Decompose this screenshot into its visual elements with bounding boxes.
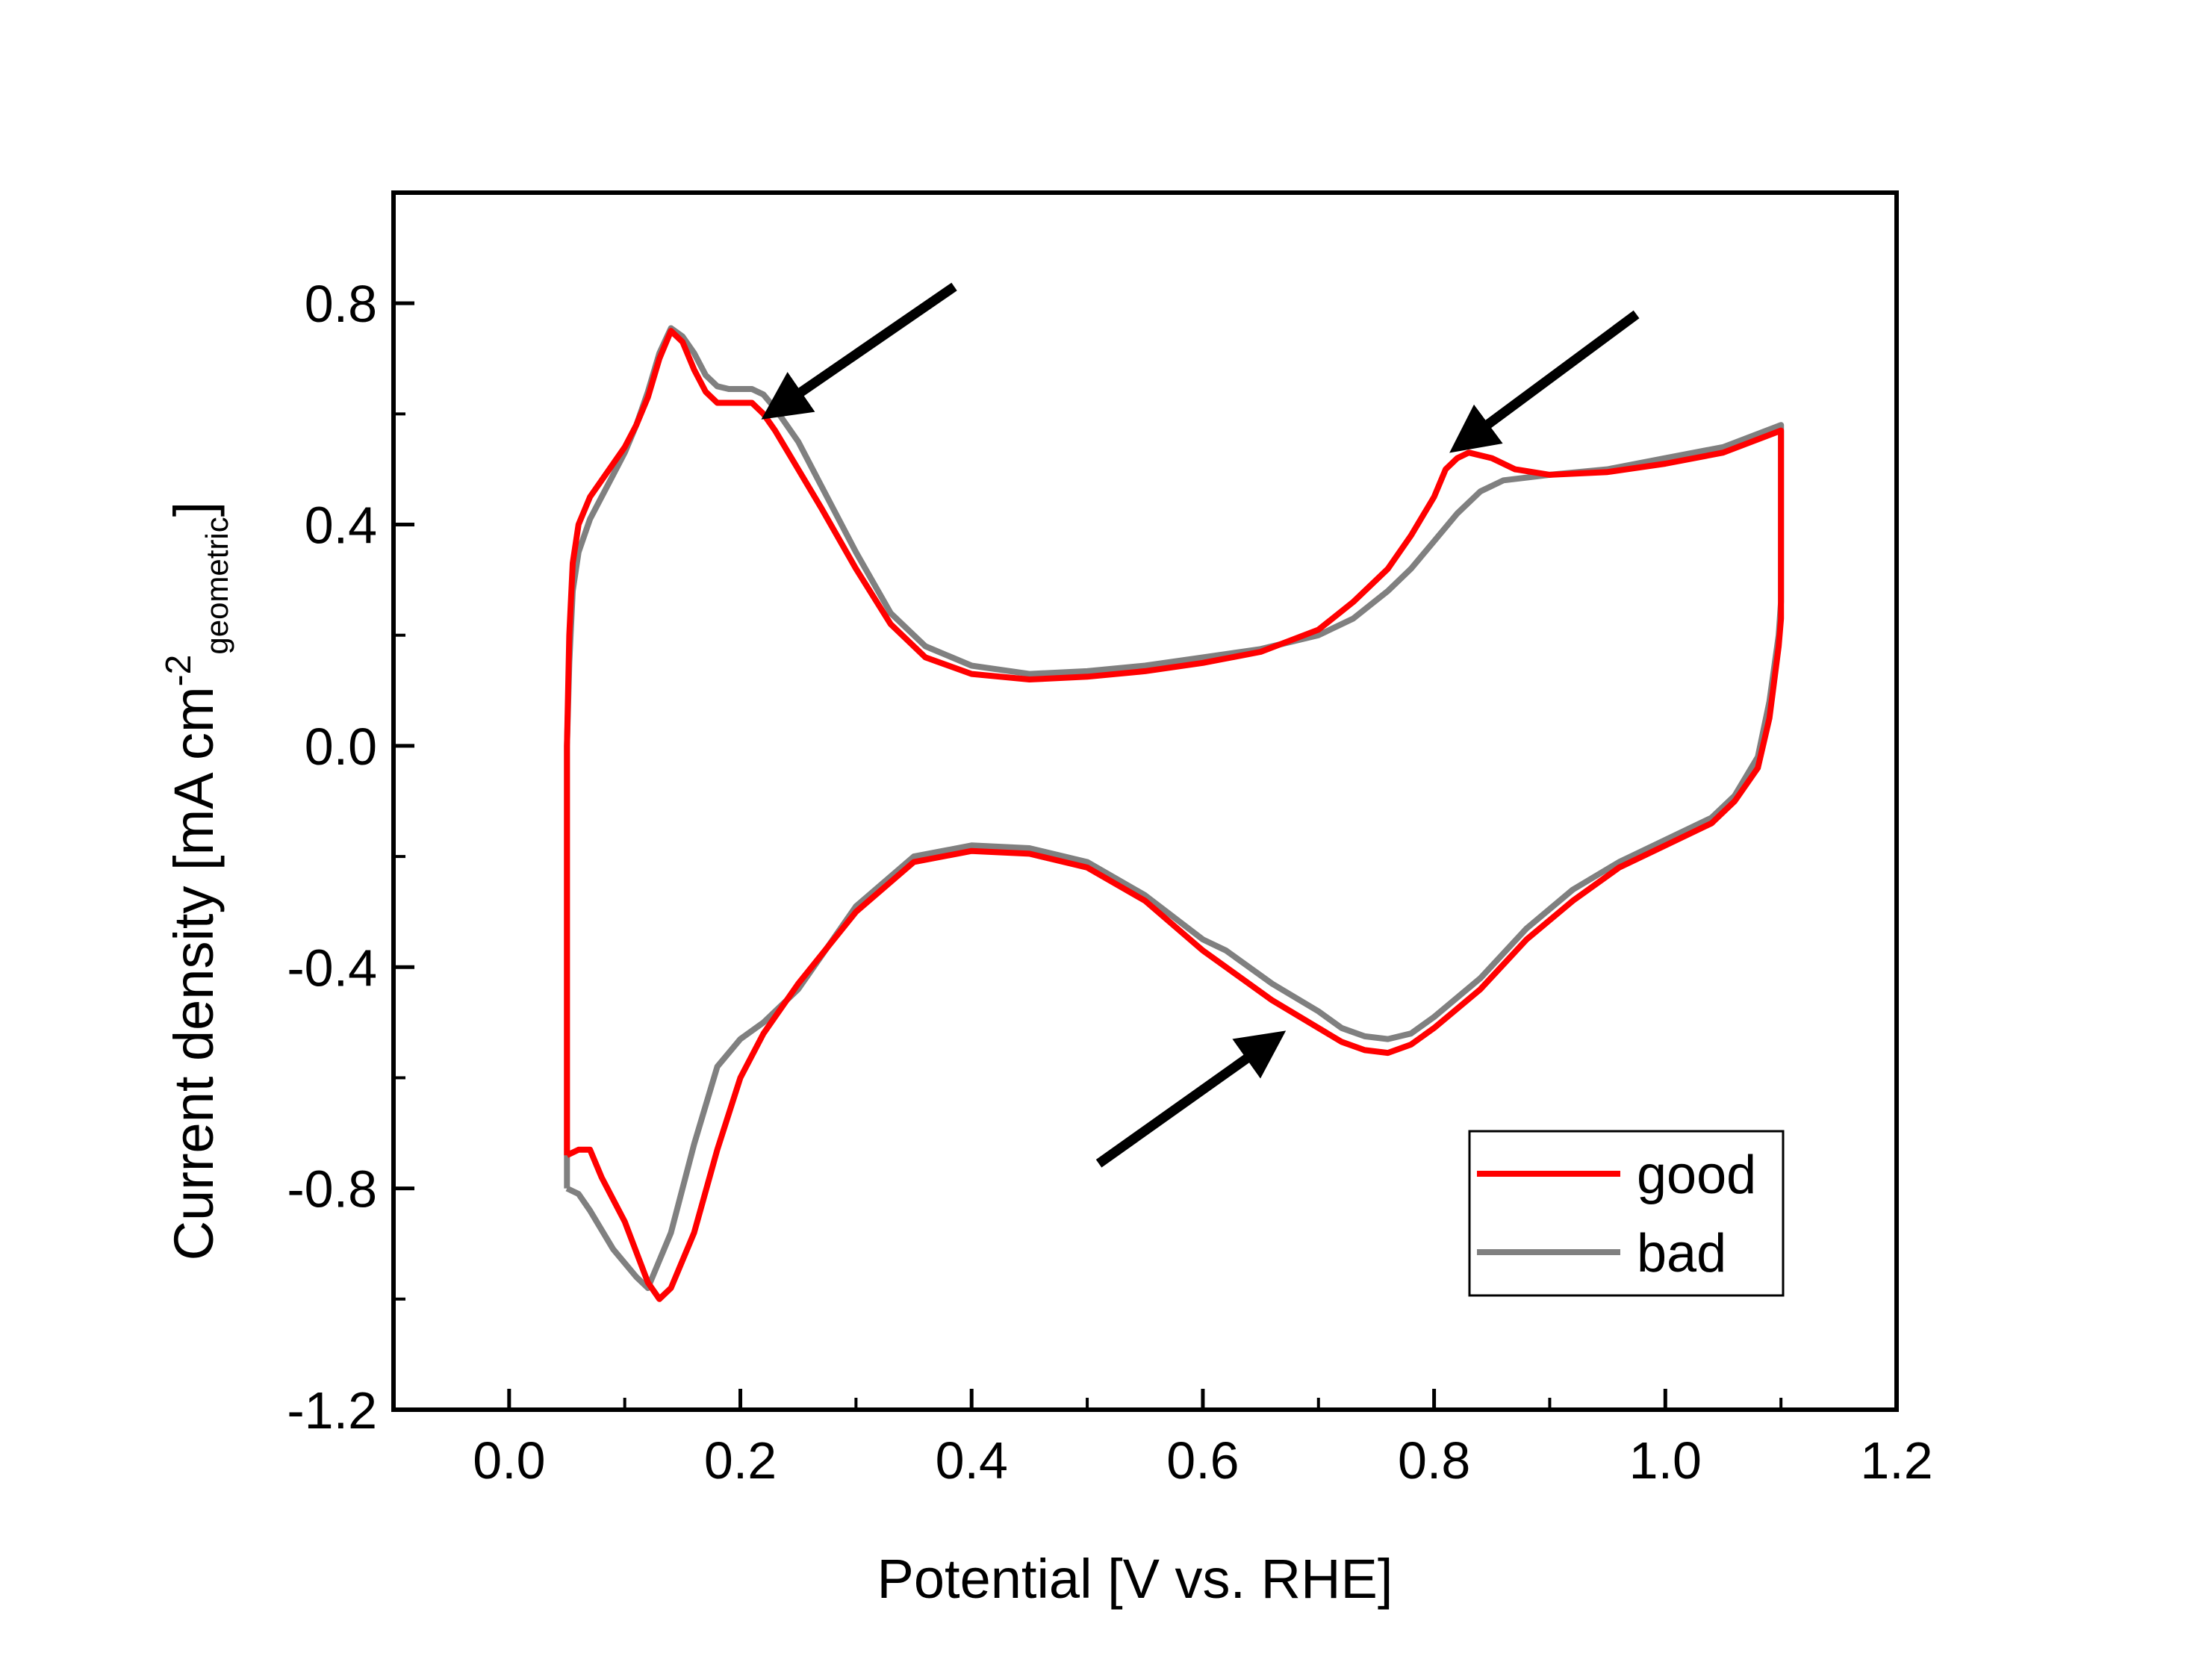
y-axis-title-close: ] — [163, 502, 225, 517]
y-axis-title-sup: -2 — [159, 655, 199, 687]
x-tick-label: 0.2 — [704, 1431, 777, 1490]
annotation-arrow-3 — [1095, 1030, 1287, 1168]
legend-box — [1468, 1130, 1785, 1297]
series-line-good — [564, 328, 1785, 1302]
x-tick-label: 0.0 — [473, 1431, 545, 1490]
x-axis-title: Potential [V vs. RHE] — [877, 1548, 1393, 1610]
plot-frame — [391, 190, 1899, 1412]
x-tick-label: 0.8 — [1398, 1431, 1470, 1490]
y-axis-ticks: -1.2 -0.8 -0.4 0.0 0.4 0.8 — [287, 191, 414, 1440]
annotation-layer — [761, 282, 1640, 1168]
y-tick-label: -0.4 — [287, 939, 377, 997]
y-tick-label: -0.8 — [287, 1160, 377, 1219]
legend-label-bad: bad — [1637, 1224, 1726, 1284]
y-axis-title-sub: geometric — [199, 517, 234, 654]
y-axis-title-main: Current density [mA cm — [163, 686, 225, 1260]
annotation-arrow-1 — [761, 282, 957, 420]
y-tick-label: 0.0 — [305, 718, 377, 776]
legend-label-good: good — [1637, 1145, 1756, 1205]
y-tick-label: 0.8 — [305, 275, 377, 333]
series-layer — [564, 325, 1785, 1302]
x-tick-label: 0.4 — [936, 1431, 1008, 1490]
x-tick-label: 1.0 — [1629, 1431, 1702, 1490]
x-axis-ticks: 0.0 0.2 0.4 0.6 0.8 1.0 1.2 — [392, 1389, 1933, 1490]
x-tick-label: 1.2 — [1860, 1431, 1932, 1490]
x-tick-label: 0.6 — [1166, 1431, 1239, 1490]
legend: good bad — [1468, 1130, 1785, 1297]
y-tick-label: 0.4 — [305, 497, 377, 555]
y-tick-label: -1.2 — [287, 1381, 377, 1440]
annotation-arrow-2 — [1449, 310, 1640, 453]
y-axis-title: Current density [mA cm-2geometric] — [159, 502, 234, 1261]
